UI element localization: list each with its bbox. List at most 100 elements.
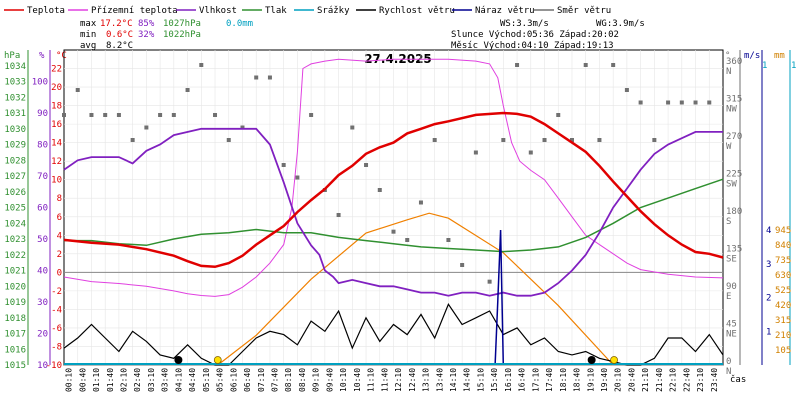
ms-tick-label: 3	[766, 260, 771, 270]
temperature-tick-label: -2	[51, 287, 62, 297]
time-tick-label: 19:40	[600, 368, 609, 392]
wind-direction-point	[103, 113, 108, 117]
temperature-tick-label: 14	[51, 139, 62, 149]
temperature-tick-label: -8	[51, 342, 62, 352]
direction-tick-label: W	[726, 142, 732, 152]
percent-tick-label: 80	[37, 141, 48, 151]
time-tick-label: 05:40	[216, 368, 225, 392]
time-tick-label: 23:10	[696, 368, 705, 392]
time-tick-label: 02:10	[119, 368, 128, 392]
wind-direction-point	[62, 113, 66, 117]
time-tick-label: 17:40	[545, 368, 554, 392]
time-tick-label: 03:10	[147, 368, 156, 392]
wind-direction-point	[116, 113, 121, 117]
time-tick-label: 19:10	[586, 368, 595, 392]
legend-item-srazky: Srážky	[294, 6, 350, 16]
hpa-tick-label: 1021	[4, 267, 26, 277]
wind-direction-point	[666, 100, 671, 105]
plot-frame	[27, 49, 791, 366]
legend-label: Teplota	[27, 6, 65, 16]
hpa-tick-label: 1018	[4, 314, 26, 324]
info-sun: Slunce Východ:05:36 Západ:20:02	[451, 30, 619, 40]
legend-label: Srážky	[317, 6, 350, 16]
hpa-tick-label: 1024	[4, 219, 26, 229]
wind-direction-point	[432, 138, 437, 142]
mm-tick-label: 525	[775, 286, 791, 296]
time-tick-label: 07:40	[271, 368, 280, 392]
wind-direction-point	[199, 63, 204, 67]
percent-tick-label: 30	[37, 298, 48, 308]
legend-label: Rychlost větru	[379, 6, 455, 16]
hpa-tick-label: 1015	[4, 361, 26, 371]
legend: Teplota Přízemní teplota Vlhkost Tlak Sr…	[4, 6, 611, 16]
wind-direction-point	[418, 200, 423, 205]
wind-direction-point	[240, 125, 245, 130]
hpa-tick-label: 1023	[4, 235, 26, 245]
mm-top-tick: 1	[791, 61, 796, 71]
direction-tick-label: E	[726, 292, 731, 302]
time-tick-label: 09:40	[325, 368, 334, 392]
wind-direction-point	[515, 63, 520, 67]
temperature-tick-label: 20	[51, 83, 62, 93]
time-tick-label: 00:10	[65, 368, 74, 392]
temperature-tick-label: 18	[51, 102, 62, 112]
stat-max-rain: 0.0mm	[226, 19, 253, 29]
time-tick-label: 01:40	[106, 368, 115, 392]
unit-percent: %	[39, 51, 45, 61]
hpa-tick-label: 1033	[4, 78, 26, 88]
stat-min-temp: 0.6°C	[106, 30, 133, 40]
wind-direction-point	[652, 138, 657, 142]
time-tick-label: 14:40	[463, 368, 472, 392]
info-block: WS:3.3m/s WG:3.9m/s Slunce Východ:05:36 …	[451, 19, 645, 51]
temperature-tick-label: 8	[57, 194, 62, 204]
time-tick-label: 20:10	[614, 368, 623, 392]
time-tick-label: 09:10	[312, 368, 321, 392]
stat-label-avg: avg	[80, 41, 96, 51]
wind-direction-point	[583, 63, 588, 67]
percent-tick-label: 60	[37, 204, 48, 214]
time-tick-label: 14:10	[449, 368, 458, 392]
direction-tick-degrees: 360	[726, 57, 742, 67]
direction-tick-label: NW	[726, 105, 737, 115]
ms-tick-label: 4	[766, 226, 771, 236]
wind-direction-point	[171, 113, 176, 117]
hpa-tick-label: 1026	[4, 188, 26, 198]
info-wind-speed: WS:3.3m/s	[500, 19, 549, 29]
time-tick-label: 08:40	[298, 368, 307, 392]
wind-direction-point	[226, 138, 231, 142]
wind-direction-point	[350, 125, 355, 130]
hpa-tick-label: 1019	[4, 298, 26, 308]
stats-block: max 17.2°C 85% 1027hPa 0.0mm min 0.6°C 3…	[80, 19, 253, 51]
wind-direction-point	[391, 229, 396, 234]
time-tick-label: 01:10	[92, 368, 101, 392]
direction-tick-degrees: 90	[726, 282, 737, 292]
unit-hpa: hPa	[4, 51, 20, 61]
stat-min-hum: 32%	[138, 30, 155, 40]
temperature-tick-label: 4	[57, 231, 62, 241]
sunset-marker	[610, 356, 618, 364]
wind-direction-point	[556, 113, 561, 117]
time-tick-label: 13:40	[435, 368, 444, 392]
sun-moon-markers	[174, 356, 618, 364]
wind-direction-point	[364, 163, 369, 167]
wind-direction-point	[158, 113, 163, 117]
hpa-tick-label: 1017	[4, 330, 26, 340]
wind-direction-point	[487, 279, 492, 284]
temperature-tick-label: 0	[57, 268, 62, 278]
time-tick-label: 16:10	[504, 368, 513, 392]
unit-ms: m/s	[744, 51, 760, 61]
percent-tick-label: 70	[37, 172, 48, 182]
legend-item-tlak: Tlak	[242, 6, 287, 16]
time-ticks: 00:10 00:40 01:10 01:40 02:10 02:40 03:10 03:40…	[65, 368, 719, 392]
time-tick-label: 11:10	[367, 368, 376, 392]
direction-tick-label: SE	[726, 255, 737, 265]
series-humidity	[63, 127, 723, 297]
hpa-tick-label: 1025	[4, 204, 26, 214]
temperature-tick-label: 12	[51, 157, 62, 167]
series-ground-temperature	[63, 58, 724, 297]
wind-direction-point	[528, 150, 533, 155]
sunrise-marker	[213, 356, 222, 364]
legend-label: Směr větru	[557, 6, 611, 16]
time-tick-label: 22:10	[669, 368, 678, 392]
